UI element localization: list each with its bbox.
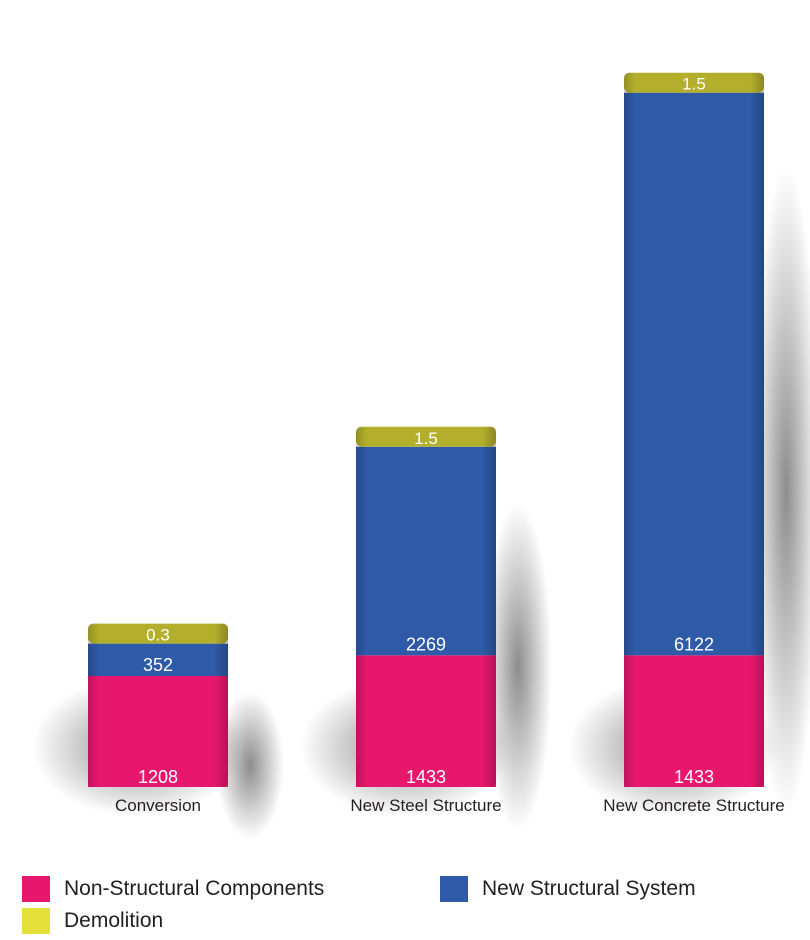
value-label-conversion-structural-system: 352 bbox=[143, 655, 173, 675]
value-label-new-steel-structure-structural-system: 2269 bbox=[406, 634, 446, 654]
category-label-new-steel-structure: New Steel Structure bbox=[350, 796, 501, 815]
bar-side-shadow-new-steel-structure bbox=[484, 503, 552, 831]
value-label-conversion-non-structural: 1208 bbox=[138, 767, 178, 787]
bar-shading-conversion bbox=[88, 623, 228, 787]
category-label-new-concrete-structure: New Concrete Structure bbox=[603, 796, 784, 815]
value-label-new-concrete-structure-non-structural: 1433 bbox=[674, 767, 714, 787]
bar-shading-new-steel-structure bbox=[356, 426, 496, 787]
value-label-new-concrete-structure-structural-system: 6122 bbox=[674, 634, 714, 654]
legend-label-demolition: Demolition bbox=[64, 909, 164, 932]
legend-item-non-structural: Non-Structural Components bbox=[22, 876, 324, 902]
bar-side-shadow-new-concrete-structure bbox=[752, 165, 810, 815]
value-label-new-steel-structure-demolition: 1.5 bbox=[414, 429, 438, 448]
legend-swatch-demolition bbox=[22, 908, 50, 934]
legend-swatch-non-structural bbox=[22, 876, 50, 902]
value-label-conversion-demolition: 0.3 bbox=[146, 626, 170, 645]
bar-side-shadow-conversion bbox=[216, 691, 284, 840]
legend-label-non-structural: Non-Structural Components bbox=[64, 877, 325, 900]
category-label-conversion: Conversion bbox=[115, 796, 201, 815]
legend-label-new-structural-system: New Structural System bbox=[482, 877, 696, 900]
bar-shading-new-concrete-structure bbox=[624, 72, 764, 788]
legend-item-new-structural-system: New Structural System bbox=[440, 876, 696, 902]
value-label-new-concrete-structure-demolition: 1.5 bbox=[682, 75, 706, 94]
value-label-new-steel-structure-non-structural: 1433 bbox=[406, 767, 446, 787]
legend-swatch-new-structural-system bbox=[440, 876, 468, 902]
legend-item-demolition: Demolition bbox=[22, 908, 163, 934]
legend: Non-Structural Components New Structural… bbox=[22, 876, 802, 940]
